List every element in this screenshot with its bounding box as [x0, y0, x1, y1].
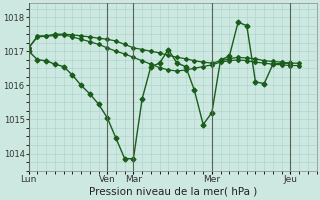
- X-axis label: Pression niveau de la mer( hPa ): Pression niveau de la mer( hPa ): [89, 187, 257, 197]
